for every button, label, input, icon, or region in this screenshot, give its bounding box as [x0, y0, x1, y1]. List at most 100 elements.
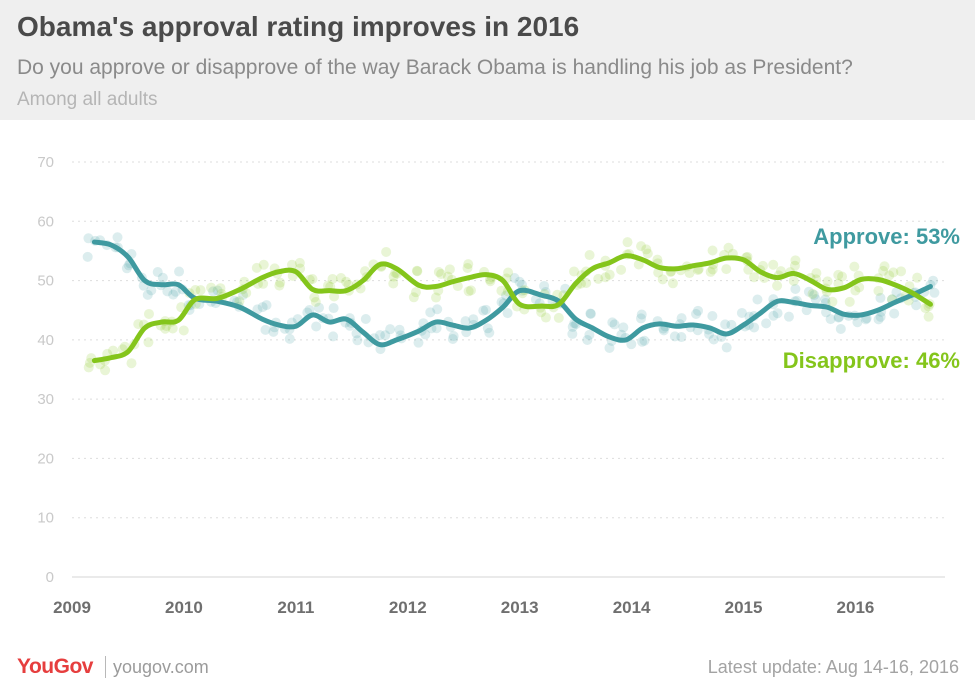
poll-dot	[757, 260, 768, 271]
poll-dot	[284, 333, 295, 344]
poll-dot	[509, 272, 520, 283]
poll-dot	[463, 286, 474, 297]
poll-dot	[143, 308, 154, 319]
poll-dot	[707, 311, 718, 322]
poll-dot	[304, 304, 315, 315]
poll-dot	[540, 312, 551, 323]
poll-dot	[707, 264, 718, 275]
poll-dot	[684, 268, 695, 279]
poll-dot	[327, 273, 338, 284]
poll-dot	[152, 267, 163, 278]
poll-dot	[274, 280, 285, 291]
poll-dot	[502, 308, 513, 319]
poll-dot	[584, 250, 595, 261]
poll-dot	[584, 329, 595, 340]
poll-dot	[268, 326, 279, 337]
poll-dot	[241, 287, 252, 298]
poll-dot	[83, 362, 94, 373]
poll-dot	[412, 266, 423, 277]
poll-dot	[480, 304, 491, 315]
x-tick-label: 2013	[501, 598, 539, 617]
poll-dot	[352, 335, 363, 346]
poll-dot	[752, 294, 763, 305]
poll-dot	[879, 261, 890, 272]
disapprove-label: Disapprove: 46%	[783, 348, 960, 373]
poll-dot	[436, 269, 447, 280]
yougov-logo: YouGov	[17, 655, 93, 678]
poll-dot	[891, 287, 902, 298]
poll-dot	[516, 279, 527, 290]
poll-dot	[251, 262, 262, 273]
site-link[interactable]: yougov.com	[113, 657, 209, 677]
poll-dot	[618, 322, 629, 333]
poll-dot	[143, 337, 154, 348]
poll-dot	[875, 292, 886, 303]
poll-dot	[275, 277, 286, 288]
poll-dot	[108, 345, 119, 356]
poll-dot	[433, 266, 444, 277]
poll-dot	[788, 275, 799, 286]
poll-dot	[582, 334, 593, 345]
x-tick-label: 2009	[53, 598, 91, 617]
poll-dot	[657, 274, 668, 285]
poll-dot	[360, 314, 371, 325]
poll-dot	[889, 308, 900, 319]
poll-dot	[83, 233, 94, 244]
poll-dot	[328, 303, 339, 314]
poll-dot	[215, 283, 226, 294]
poll-dot	[636, 241, 647, 252]
disapprove-line	[91, 253, 933, 364]
poll-dot	[641, 244, 652, 255]
poll-dot	[888, 267, 899, 278]
poll-dot	[676, 313, 687, 324]
poll-dot	[553, 312, 564, 323]
x-tick-label: 2015	[725, 598, 763, 617]
poll-dot	[462, 263, 473, 274]
poll-dot	[749, 322, 760, 333]
poll-dot	[294, 257, 305, 268]
poll-dot	[875, 311, 886, 322]
poll-dot	[539, 280, 550, 291]
y-tick-label: 30	[37, 391, 54, 408]
poll-dot	[178, 325, 189, 336]
poll-dot	[736, 307, 747, 318]
poll-dot	[536, 307, 547, 318]
poll-dot	[514, 276, 525, 287]
poll-dot	[258, 278, 269, 289]
poll-dot	[849, 261, 860, 272]
poll-dot	[496, 285, 507, 296]
poll-dot	[609, 319, 620, 330]
poll-dot	[567, 328, 578, 339]
poll-dot	[388, 271, 399, 282]
poll-dot	[585, 308, 596, 319]
poll-dot	[323, 280, 334, 291]
poll-dot	[569, 266, 580, 277]
poll-dot	[313, 302, 324, 313]
poll-dot	[431, 292, 442, 303]
poll-dot	[600, 272, 611, 283]
y-tick-label: 70	[37, 154, 54, 171]
poll-dot	[790, 284, 801, 295]
poll-dot	[260, 324, 271, 335]
poll-dot	[385, 324, 396, 335]
poll-dot	[811, 268, 822, 279]
poll-dot	[604, 269, 615, 280]
poll-dot	[622, 237, 633, 248]
poll-dot	[168, 289, 179, 300]
poll-dot	[783, 311, 794, 322]
poll-dot	[642, 248, 653, 259]
poll-dot	[676, 332, 687, 343]
poll-dot	[444, 264, 455, 275]
poll-dot	[593, 273, 604, 284]
poll-dot	[607, 317, 618, 328]
poll-dot	[468, 314, 479, 325]
poll-dot	[478, 305, 489, 316]
poll-dot	[707, 245, 718, 256]
poll-dot	[336, 272, 347, 283]
poll-dot	[720, 319, 731, 330]
poll-dot	[803, 286, 814, 297]
poll-dot	[873, 285, 884, 296]
poll-dot	[820, 294, 831, 305]
poll-dot	[585, 308, 596, 319]
poll-dot	[884, 270, 895, 281]
